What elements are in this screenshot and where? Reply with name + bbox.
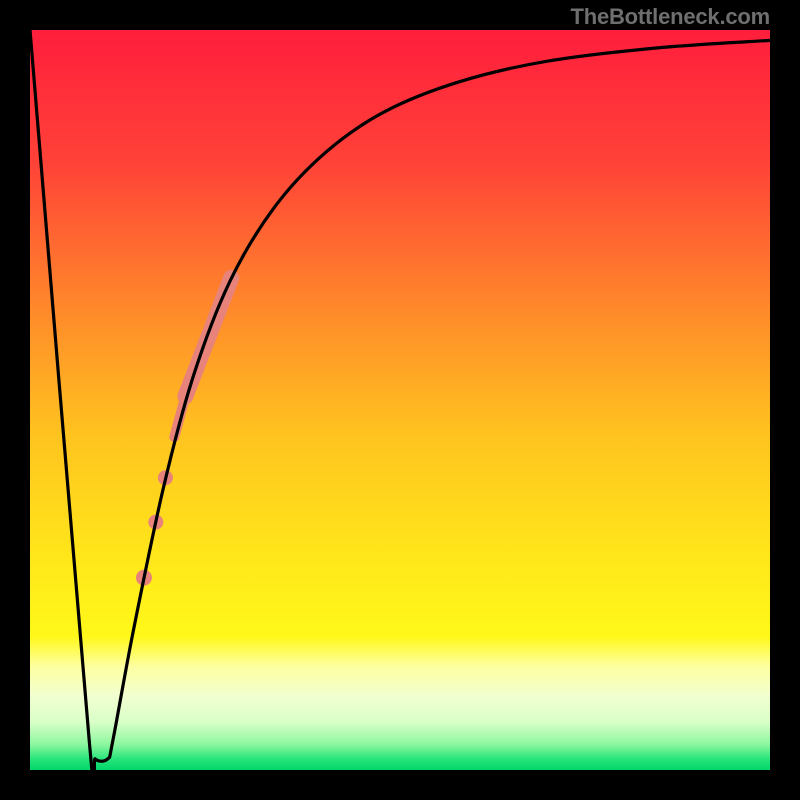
heatmap-background [30, 30, 770, 770]
watermark-text: TheBottleneck.com [570, 4, 770, 30]
plot-svg [30, 30, 770, 770]
chart-root: TheBottleneck.com [0, 0, 800, 800]
